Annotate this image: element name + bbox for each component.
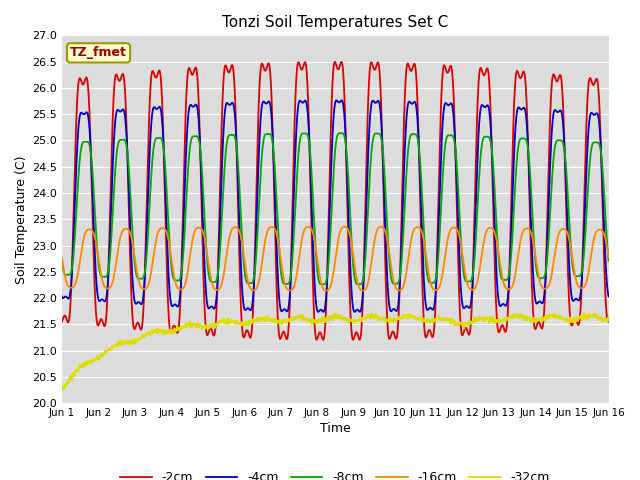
-16cm <box>123 226 131 232</box>
-2cm <box>331 59 339 65</box>
-16cm <box>370 242 378 248</box>
-32cm <box>369 313 377 319</box>
-2cm <box>605 319 612 324</box>
-4cm <box>319 309 327 315</box>
-2cm <box>311 328 319 334</box>
-32cm <box>58 384 66 390</box>
-4cm <box>311 288 319 293</box>
-4cm <box>605 294 612 300</box>
-8cm <box>58 258 66 264</box>
-32cm <box>100 351 108 357</box>
-4cm <box>123 132 131 137</box>
-16cm <box>323 288 330 293</box>
-4cm <box>58 294 66 300</box>
X-axis label: Time: Time <box>320 422 351 435</box>
-4cm <box>301 98 309 104</box>
-8cm <box>100 274 108 280</box>
-16cm <box>100 283 108 289</box>
-16cm <box>58 255 66 261</box>
-2cm <box>100 323 108 329</box>
-32cm <box>123 341 131 347</box>
Y-axis label: Soil Temperature (C): Soil Temperature (C) <box>15 155 28 284</box>
Legend: -2cm, -4cm, -8cm, -16cm, -32cm: -2cm, -4cm, -8cm, -16cm, -32cm <box>115 466 555 480</box>
Line: -4cm: -4cm <box>62 100 609 312</box>
-2cm <box>58 319 66 324</box>
-8cm <box>605 258 612 264</box>
-32cm <box>605 318 612 324</box>
-8cm <box>320 281 328 287</box>
-8cm <box>311 237 319 242</box>
-32cm <box>580 311 588 316</box>
-4cm <box>370 98 378 104</box>
-2cm <box>290 146 298 152</box>
-2cm <box>370 66 378 72</box>
Line: -8cm: -8cm <box>62 133 609 284</box>
-8cm <box>290 232 298 238</box>
-16cm <box>301 226 309 231</box>
-2cm <box>319 337 327 343</box>
-2cm <box>301 60 309 65</box>
-16cm <box>311 240 319 246</box>
-32cm <box>312 320 319 325</box>
-16cm <box>340 224 348 229</box>
-32cm <box>58 387 66 393</box>
-4cm <box>100 298 108 304</box>
-32cm <box>301 316 309 322</box>
-16cm <box>605 255 612 261</box>
Line: -32cm: -32cm <box>62 313 609 390</box>
Line: -16cm: -16cm <box>62 227 609 290</box>
-4cm <box>338 97 346 103</box>
Title: Tonzi Soil Temperatures Set C: Tonzi Soil Temperatures Set C <box>222 15 449 30</box>
-16cm <box>290 284 298 289</box>
-8cm <box>301 131 309 136</box>
Line: -2cm: -2cm <box>62 62 609 340</box>
Text: TZ_fmet: TZ_fmet <box>70 47 127 60</box>
-2cm <box>123 122 131 128</box>
-32cm <box>291 317 298 323</box>
-8cm <box>123 143 131 148</box>
-8cm <box>370 133 378 139</box>
-4cm <box>290 191 298 197</box>
-8cm <box>335 131 343 136</box>
